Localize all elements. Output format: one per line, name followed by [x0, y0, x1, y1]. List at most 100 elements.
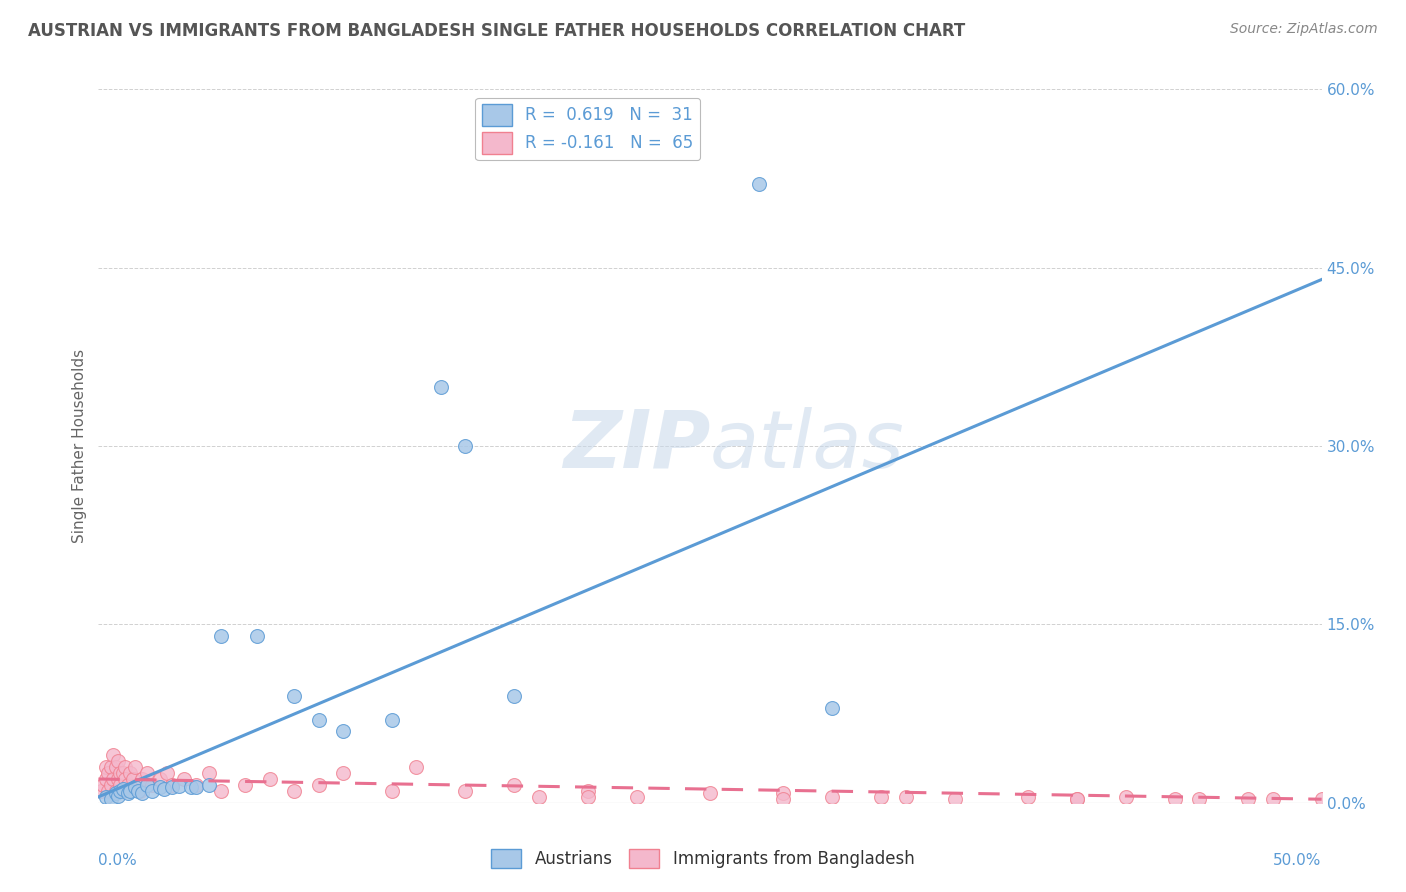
Point	[107, 789, 129, 803]
Point	[821, 700, 844, 714]
Text: AUSTRIAN VS IMMIGRANTS FROM BANGLADESH SINGLE FATHER HOUSEHOLDS CORRELATION CHAR: AUSTRIAN VS IMMIGRANTS FROM BANGLADESH S…	[28, 22, 966, 40]
Point	[153, 781, 176, 796]
Point	[127, 778, 149, 792]
Point	[111, 781, 134, 796]
Point	[772, 792, 794, 806]
Point	[1237, 792, 1260, 806]
Point	[209, 629, 232, 643]
Point	[129, 784, 152, 798]
Point	[246, 629, 269, 643]
Point	[104, 786, 127, 800]
Point	[1066, 792, 1088, 806]
Point	[131, 786, 153, 800]
Point	[870, 789, 893, 804]
Point	[90, 784, 112, 798]
Point	[120, 784, 142, 798]
Point	[107, 754, 129, 768]
Point	[527, 789, 550, 804]
Point	[100, 792, 122, 806]
Point	[167, 779, 190, 793]
Point	[114, 772, 136, 786]
Text: atlas: atlas	[710, 407, 905, 485]
Point	[136, 766, 159, 780]
Point	[100, 760, 122, 774]
Point	[283, 689, 305, 703]
Text: ZIP: ZIP	[562, 407, 710, 485]
Point	[1164, 792, 1187, 806]
Point	[121, 772, 143, 786]
Point	[1115, 789, 1137, 804]
Point	[107, 772, 129, 786]
Point	[104, 784, 127, 798]
Point	[259, 772, 281, 786]
Point	[308, 778, 330, 792]
Point	[186, 778, 208, 792]
Point	[1017, 789, 1039, 804]
Point	[332, 766, 354, 780]
Point	[943, 792, 966, 806]
Point	[124, 760, 146, 774]
Point	[141, 784, 163, 798]
Point	[1261, 792, 1284, 806]
Point	[503, 778, 526, 792]
Point	[100, 778, 122, 792]
Point	[94, 760, 117, 774]
Point	[576, 789, 599, 804]
Point	[381, 713, 404, 727]
Point	[124, 780, 146, 795]
Point	[308, 713, 330, 727]
Point	[197, 766, 219, 780]
Point	[117, 778, 139, 792]
Point	[91, 778, 114, 792]
Point	[111, 766, 134, 780]
Point	[156, 766, 179, 780]
Point	[233, 778, 256, 792]
Point	[97, 766, 120, 780]
Point	[430, 379, 453, 393]
Point	[141, 778, 163, 792]
Point	[699, 786, 721, 800]
Point	[110, 766, 132, 780]
Point	[149, 780, 172, 795]
Point	[114, 760, 136, 774]
Point	[332, 724, 354, 739]
Point	[117, 786, 139, 800]
Point	[503, 689, 526, 703]
Point	[136, 778, 159, 792]
Point	[1310, 792, 1333, 806]
Point	[101, 772, 124, 786]
Point	[197, 778, 219, 792]
Point	[94, 772, 117, 786]
Point	[454, 784, 477, 798]
Point	[180, 780, 202, 795]
Text: 50.0%: 50.0%	[1274, 853, 1322, 868]
Point	[626, 789, 648, 804]
Point	[110, 778, 132, 792]
Point	[97, 784, 120, 798]
Point	[454, 439, 477, 453]
Point	[821, 789, 844, 804]
Point	[101, 748, 124, 763]
Y-axis label: Single Father Households: Single Father Households	[72, 349, 87, 543]
Point	[405, 760, 427, 774]
Point	[381, 784, 404, 798]
Point	[120, 766, 142, 780]
Point	[209, 784, 232, 798]
Point	[127, 784, 149, 798]
Text: Source: ZipAtlas.com: Source: ZipAtlas.com	[1230, 22, 1378, 37]
Point	[110, 784, 132, 798]
Point	[94, 789, 117, 804]
Point	[160, 780, 183, 795]
Point	[160, 778, 183, 792]
Legend: Austrians, Immigrants from Bangladesh: Austrians, Immigrants from Bangladesh	[485, 842, 921, 875]
Point	[1066, 792, 1088, 806]
Point	[1188, 792, 1211, 806]
Point	[748, 178, 770, 192]
Text: 0.0%: 0.0%	[98, 853, 138, 868]
Legend: R =  0.619   N =  31, R = -0.161   N =  65: R = 0.619 N = 31, R = -0.161 N = 65	[475, 97, 700, 161]
Point	[186, 780, 208, 795]
Point	[149, 772, 172, 786]
Point	[283, 784, 305, 798]
Point	[894, 789, 917, 804]
Point	[576, 784, 599, 798]
